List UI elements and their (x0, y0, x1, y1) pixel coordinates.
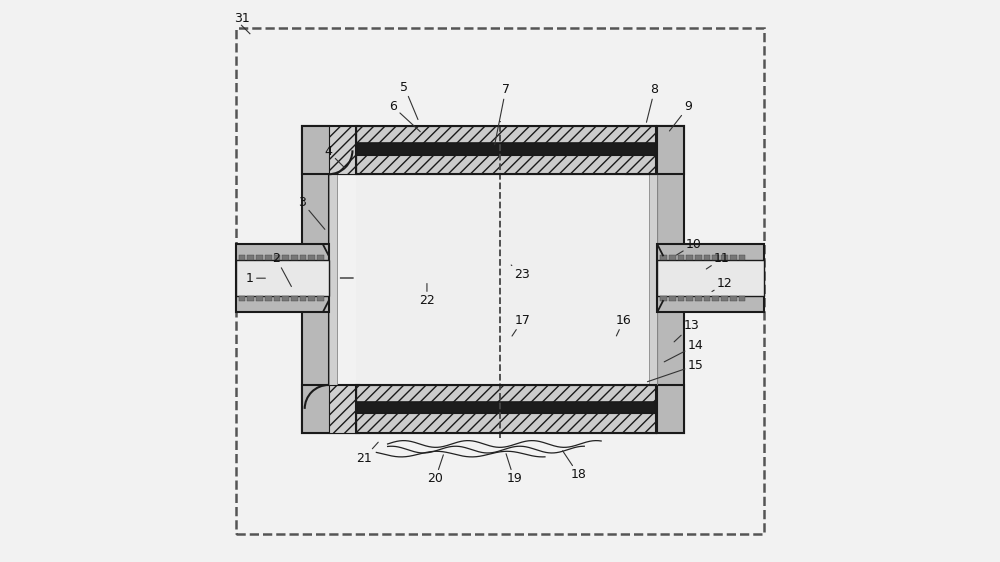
Bar (236, 244, 329, 312)
Text: 19: 19 (506, 454, 522, 486)
Text: 17: 17 (512, 314, 530, 336)
Bar (236, 260, 329, 297)
Bar (678, 297, 684, 301)
Bar (265, 297, 272, 301)
Bar (329, 129, 337, 430)
Bar (282, 256, 289, 260)
Bar (656, 126, 657, 174)
Text: 13: 13 (674, 319, 699, 342)
Bar (704, 256, 710, 260)
Bar (721, 297, 728, 301)
Bar (302, 126, 359, 174)
Bar (356, 155, 656, 174)
Bar (657, 260, 764, 297)
Bar (356, 126, 656, 146)
Bar (356, 126, 656, 174)
Bar (626, 385, 684, 433)
Bar (300, 256, 306, 260)
Text: 16: 16 (616, 314, 632, 336)
Text: 9: 9 (669, 100, 692, 131)
Bar (739, 256, 745, 260)
Text: 3: 3 (298, 196, 325, 229)
Bar (730, 256, 737, 260)
Text: 12: 12 (712, 277, 733, 292)
Bar (291, 297, 298, 301)
Bar (656, 385, 657, 433)
Text: 23: 23 (511, 265, 530, 281)
Bar (274, 297, 280, 301)
Bar (657, 126, 684, 433)
Bar (721, 256, 728, 260)
Bar (265, 256, 272, 260)
Bar (356, 385, 656, 433)
Text: 31: 31 (234, 12, 250, 25)
Bar (712, 256, 719, 260)
Bar (356, 402, 656, 413)
Bar (695, 256, 702, 260)
Bar (317, 297, 324, 301)
Bar (626, 126, 684, 174)
Bar (704, 297, 710, 301)
Bar (657, 244, 764, 312)
Bar (356, 174, 656, 385)
Bar (247, 297, 254, 301)
Text: 4: 4 (325, 145, 344, 167)
Bar (317, 256, 324, 260)
Bar (274, 256, 280, 260)
Bar (308, 256, 315, 260)
Bar (660, 297, 667, 301)
Text: 8: 8 (646, 83, 659, 123)
Bar (329, 385, 356, 433)
Text: 21: 21 (356, 442, 378, 465)
Bar (669, 256, 676, 260)
Text: 11: 11 (706, 252, 730, 269)
Bar (329, 126, 356, 174)
Bar (712, 297, 719, 301)
Bar (678, 256, 684, 260)
Text: 6: 6 (389, 100, 420, 132)
Text: 10: 10 (677, 238, 702, 255)
Bar (686, 256, 693, 260)
Bar (686, 297, 693, 301)
Bar (302, 385, 359, 433)
Bar (730, 297, 737, 301)
Text: 5: 5 (400, 80, 418, 120)
Bar (300, 297, 306, 301)
Bar (356, 143, 656, 155)
Bar (739, 297, 745, 301)
Bar (302, 126, 329, 433)
Bar (291, 256, 298, 260)
Bar (282, 297, 289, 301)
Bar (239, 297, 245, 301)
Bar (256, 297, 263, 301)
Text: 20: 20 (427, 455, 443, 486)
Bar (356, 385, 656, 405)
Text: 15: 15 (647, 359, 704, 382)
Text: 14: 14 (664, 339, 703, 362)
Bar (669, 297, 676, 301)
Bar (356, 413, 656, 433)
Bar (695, 297, 702, 301)
Text: 1: 1 (246, 271, 265, 285)
Text: 7: 7 (495, 83, 510, 145)
Bar (256, 256, 263, 260)
Bar (649, 129, 657, 430)
Text: 22: 22 (419, 283, 435, 307)
Bar (660, 256, 667, 260)
Text: 2: 2 (272, 252, 291, 287)
Text: 18: 18 (563, 451, 587, 482)
Bar (239, 256, 245, 260)
Bar (247, 256, 254, 260)
Bar (308, 297, 315, 301)
